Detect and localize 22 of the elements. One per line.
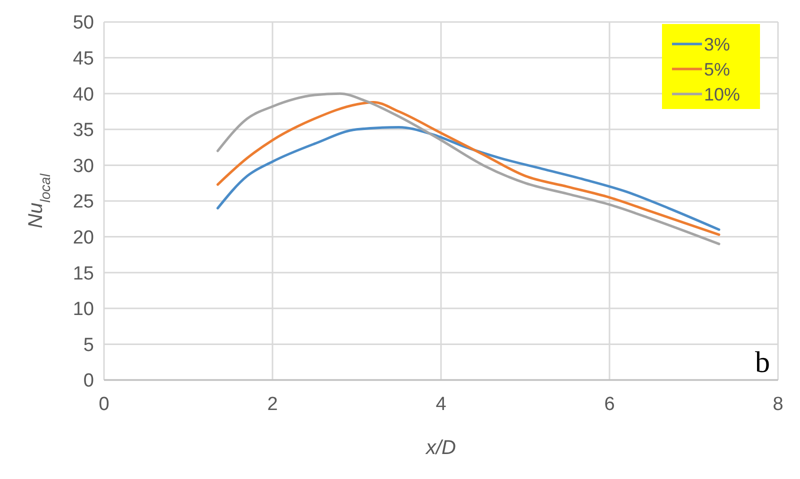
x-tick-label: 8 xyxy=(772,394,784,415)
x-tick-label: 4 xyxy=(436,394,447,415)
y-tick-label: 15 xyxy=(72,263,94,284)
y-tick-label: 5 xyxy=(83,334,94,356)
x-tick-label: 6 xyxy=(604,394,615,415)
y-tick-label: 10 xyxy=(72,299,94,320)
x-tick-label: 0 xyxy=(98,394,110,415)
x-axis-title: x/D xyxy=(425,437,456,459)
y-tick-label: 0 xyxy=(83,370,94,392)
legend-label: 5% xyxy=(704,59,730,80)
annotation: b xyxy=(755,346,770,379)
y-tick-label: 35 xyxy=(72,120,94,142)
legend-label: 3% xyxy=(704,34,730,54)
legend-label: 10% xyxy=(704,84,740,104)
y-tick-label: 40 xyxy=(72,84,94,106)
y-tick-label: 50 xyxy=(72,12,94,34)
y-tick-label: 20 xyxy=(72,227,94,248)
y-tick-label: 30 xyxy=(72,156,94,177)
y-tick-label: 25 xyxy=(72,192,94,213)
line-series xyxy=(216,126,720,231)
x-tick-label: 2 xyxy=(267,394,278,415)
y-tick-label: 45 xyxy=(72,48,94,70)
